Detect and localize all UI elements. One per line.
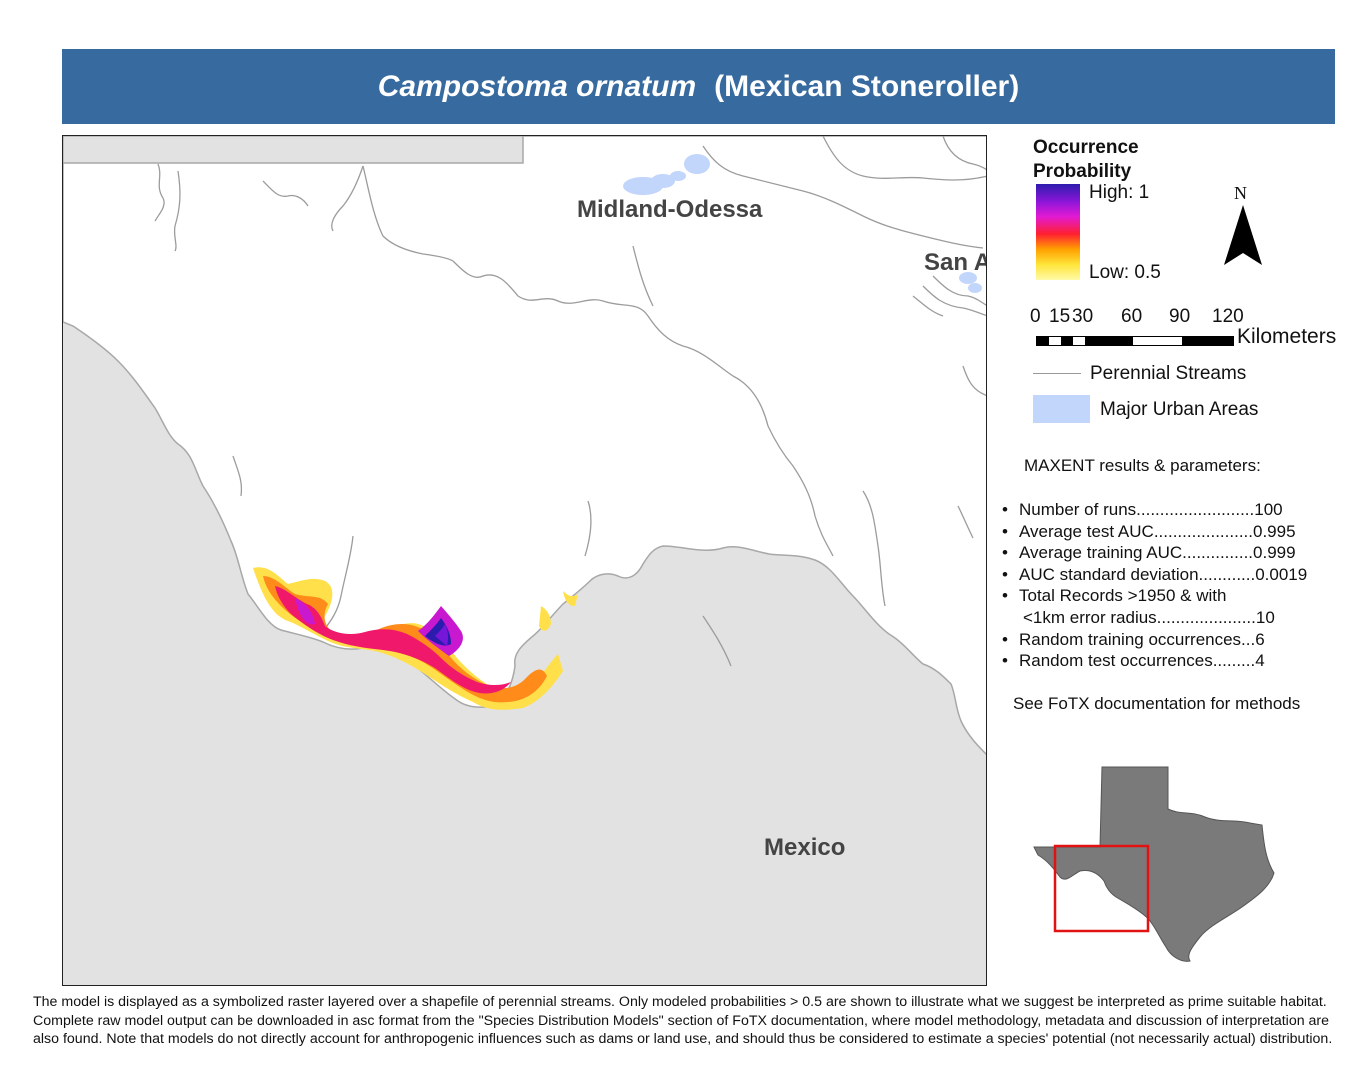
city-label-san-antonio: San A: [924, 249, 987, 276]
scale-bar: [1036, 336, 1234, 346]
occurrence-raster: [253, 567, 578, 710]
param-item: • Average test AUC.....................0.…: [1002, 521, 1296, 541]
streams-swatch: [1033, 373, 1081, 374]
param-item: • Average training AUC...............0.99…: [1002, 543, 1296, 563]
common-name: (Mexican Stoneroller): [714, 69, 1020, 103]
see-documentation-note: See FoTX documentation for methods: [1013, 694, 1301, 713]
param-item: • Number of runs.........................…: [1002, 500, 1283, 519]
perennial-streams: [154, 136, 986, 667]
north-arrow-icon: [1224, 205, 1262, 265]
param-item: • Total Records >1950 & with: [1002, 586, 1227, 606]
maxent-params-list: • Number of runs.........................…: [1002, 499, 1307, 672]
param-item: <1km error radius.....................10: [1023, 607, 1275, 627]
legend-title-line1: Occurrence: [1033, 137, 1139, 158]
param-item: • AUC standard deviation............0.001…: [1002, 564, 1308, 584]
legend-title-line2: Probability: [1033, 161, 1132, 182]
scale-tick-15: 15: [1049, 306, 1071, 327]
scale-tick-60: 60: [1121, 306, 1143, 327]
maxent-heading: MAXENT results & parameters:: [1024, 456, 1261, 475]
legend-title: Occurrence Probability: [1033, 136, 1139, 184]
texas-inset-map: [1033, 766, 1275, 962]
legend-low-label: Low: 0.5: [1089, 262, 1161, 283]
scientific-name: Campostoma ornatum: [377, 69, 697, 103]
param-item: • Random test occurrences.........4: [1002, 651, 1265, 671]
footnote: The model is displayed as a symbolized r…: [33, 994, 1333, 1048]
map-canvas: [63, 136, 986, 985]
city-label-midland: Midland-Odessa: [577, 196, 763, 223]
urban-areas: [623, 154, 982, 293]
north-arrow: N: [1222, 183, 1264, 273]
legend-high-label: High: 1: [1089, 182, 1150, 203]
scale-tick-0: 0: [1030, 306, 1041, 327]
streams-legend-label: Perennial Streams: [1090, 363, 1247, 384]
scale-tick-120: 120: [1212, 306, 1244, 327]
inset-extent-box: [1053, 844, 1150, 933]
probability-color-ramp: [1036, 184, 1080, 280]
texas-outline: [1033, 766, 1275, 962]
title-bar: Campostoma ornatum (Mexican Stoneroller): [62, 49, 1335, 124]
country-label-mexico: Mexico: [764, 834, 846, 861]
scale-unit: Kilometers: [1237, 325, 1337, 348]
urban-swatch: [1033, 395, 1090, 423]
scale-tick-30: 30: [1072, 306, 1094, 327]
param-item: • Random training occurrences...6: [1002, 629, 1265, 649]
scale-tick-90: 90: [1169, 306, 1191, 327]
north-label: N: [1234, 183, 1247, 203]
map-frame: Midland-Odessa San A Mexico: [62, 135, 987, 986]
urban-legend-label: Major Urban Areas: [1100, 399, 1259, 420]
new-mexico-land: [63, 136, 524, 164]
